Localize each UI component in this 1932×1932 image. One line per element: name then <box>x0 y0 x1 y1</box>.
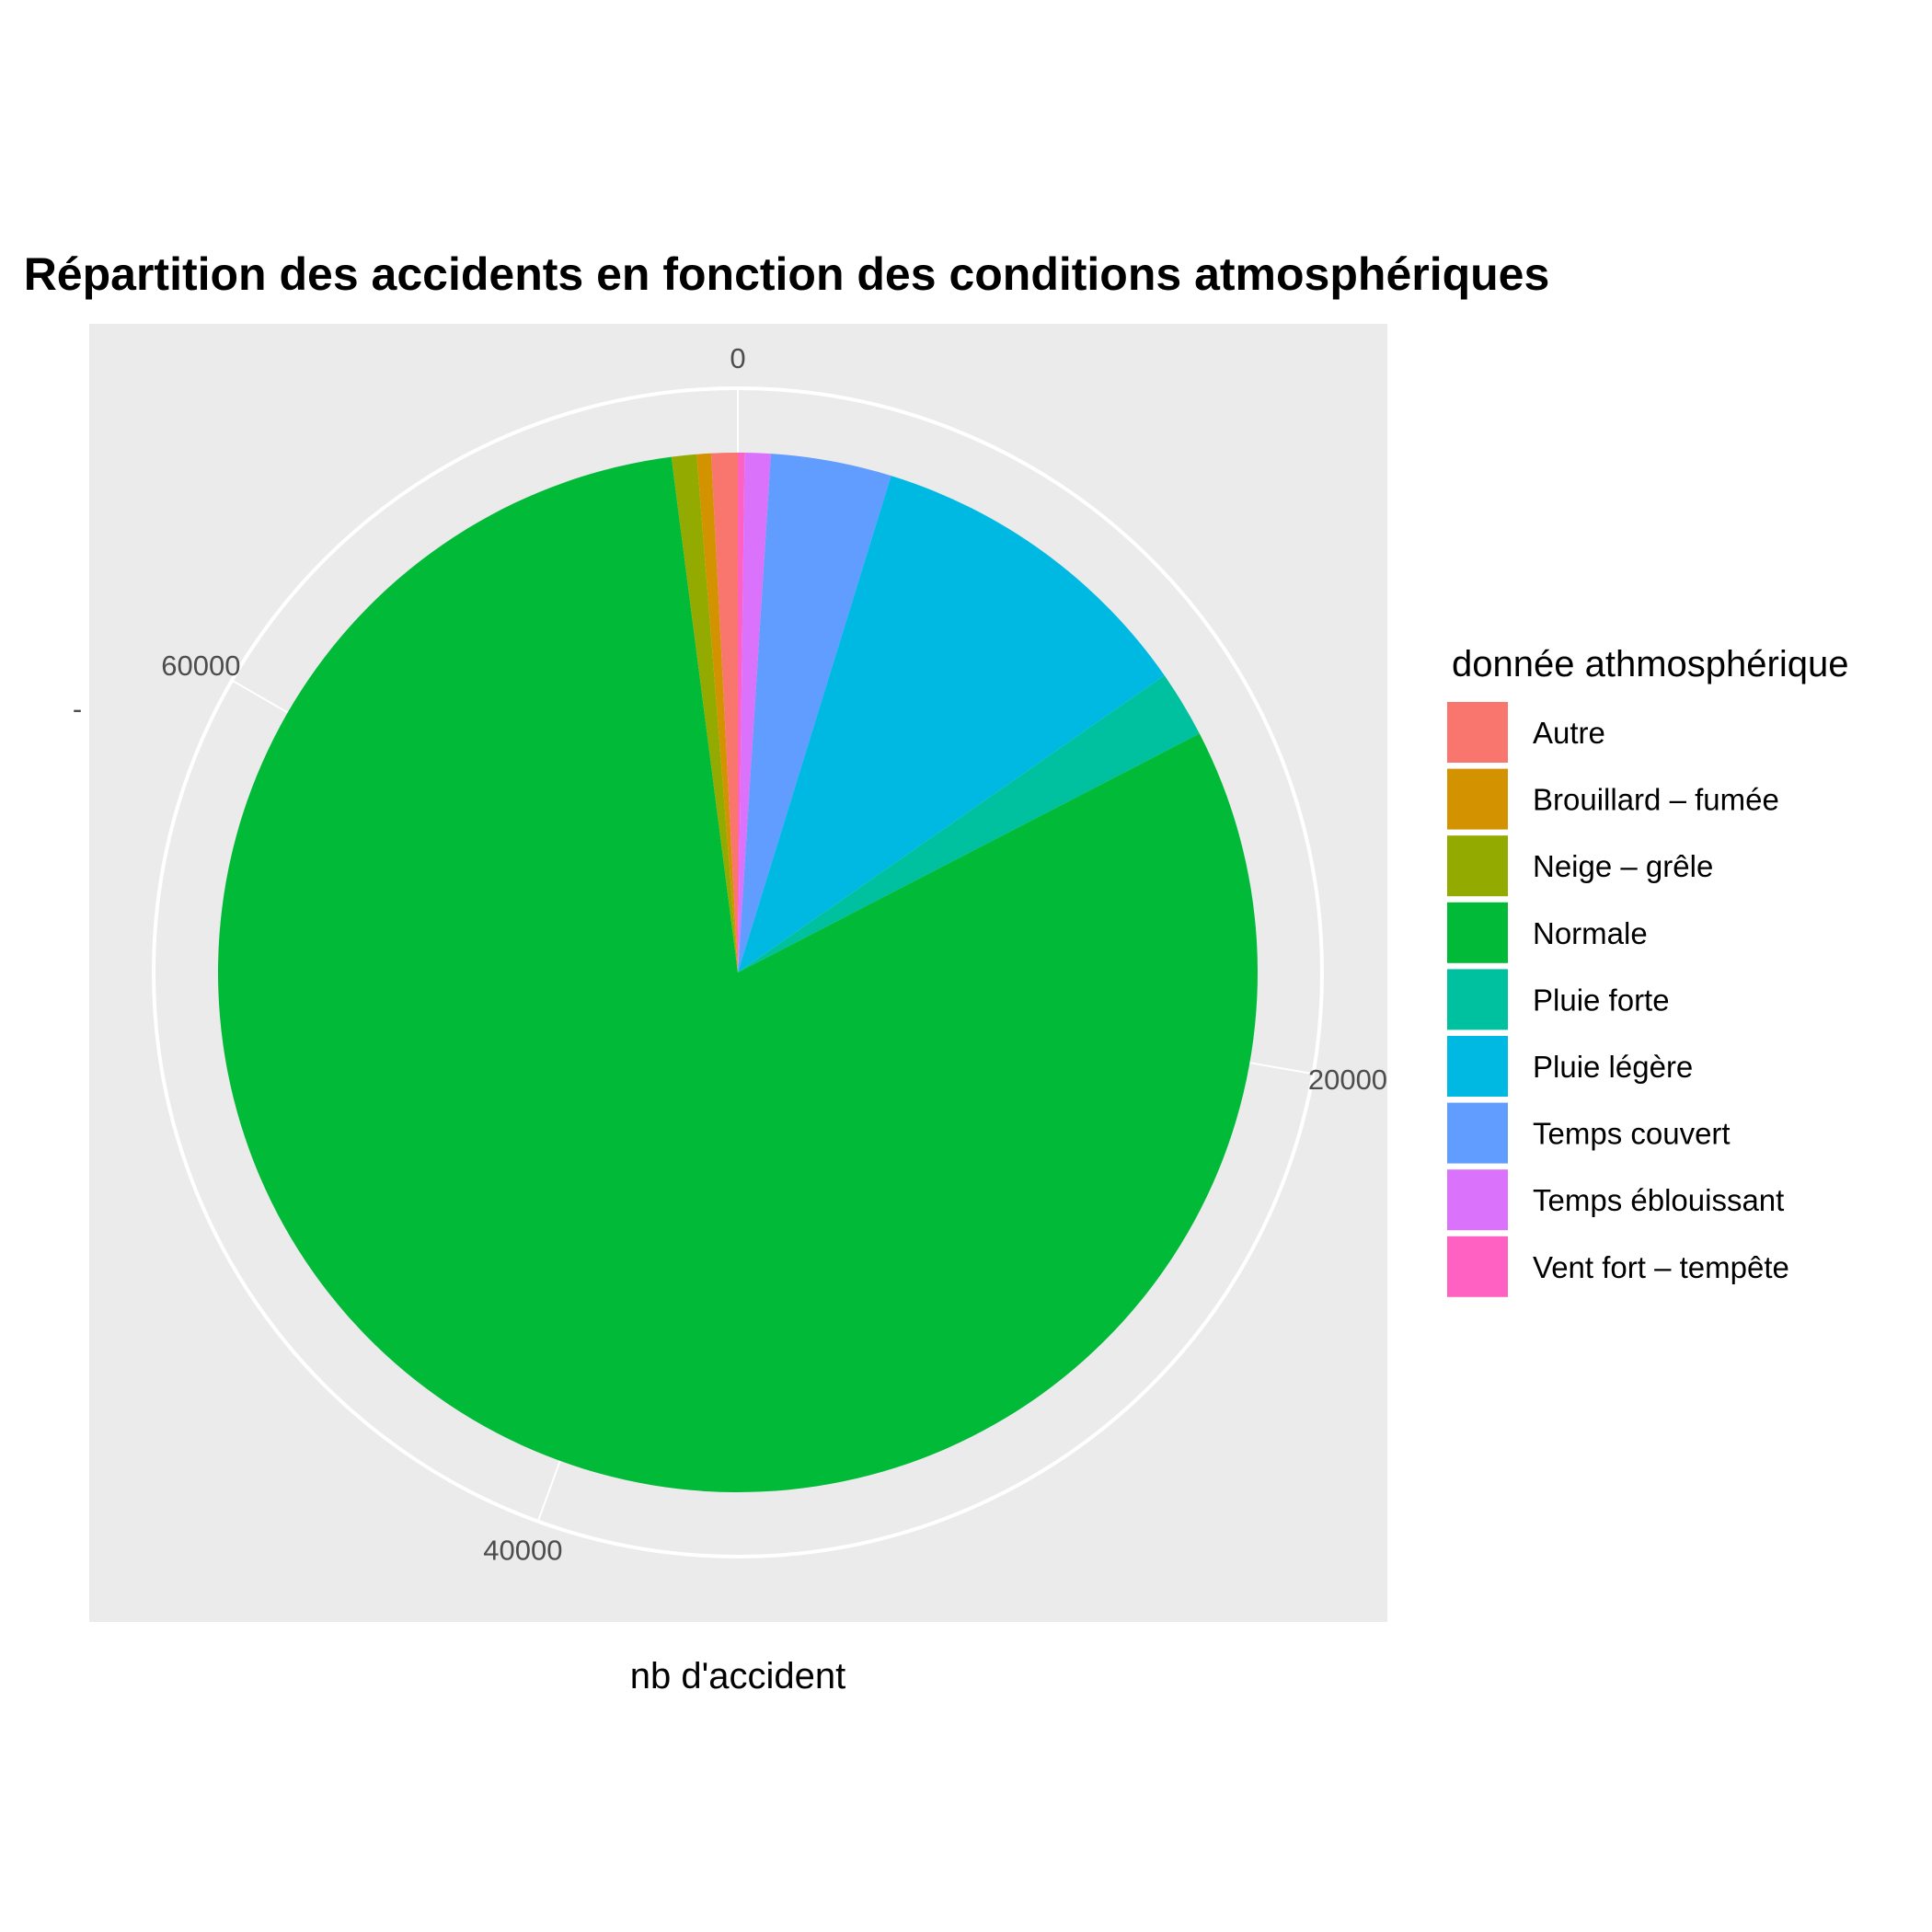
legend-label: Neige – grêle <box>1533 849 1713 883</box>
legend-label: Vent fort – tempête <box>1533 1250 1789 1284</box>
radial-tick-label: 40000 <box>483 1535 562 1567</box>
legend-label: Temps couvert <box>1533 1117 1731 1151</box>
legend-label: Autre <box>1533 716 1605 750</box>
legend-label: Temps éblouissant <box>1533 1183 1784 1217</box>
legend-key <box>1445 1100 1510 1166</box>
legend-key <box>1445 967 1510 1032</box>
legend-key <box>1445 834 1510 899</box>
legend: donnée athmosphérique Autre Brouillard – … <box>1445 644 1848 1299</box>
pie-slice-normale <box>217 456 1259 1493</box>
pie-slice-pluie-legere <box>738 476 1165 972</box>
pie-slice-vent-fort-tempete <box>738 453 745 972</box>
legend-label: Pluie légère <box>1533 1050 1693 1084</box>
legend-title: donnée athmosphérique <box>1452 644 1848 684</box>
pie-slice-autre <box>710 453 738 972</box>
legend-key <box>1445 700 1510 765</box>
legend-key <box>1445 1234 1510 1299</box>
radial-tick-label: 0 <box>730 342 745 374</box>
x-axis-title: nb d'accident <box>630 1656 845 1696</box>
legend-key <box>1445 1034 1510 1098</box>
legend-label: Normale <box>1533 916 1648 950</box>
radial-tick-label: 60000 <box>161 650 240 682</box>
pie-slice-neige-grele <box>671 454 738 972</box>
pie-slice-temps-couvert <box>738 454 891 972</box>
pie-slices <box>217 453 1259 1493</box>
pie-slice-brouillard-fumee <box>696 453 738 972</box>
legend-key <box>1445 766 1510 832</box>
legend-label: Brouillard – fumée <box>1533 783 1779 817</box>
radial-tick-label: 20000 <box>1308 1064 1387 1096</box>
radial-tick-labels: 0 20000 40000 60000 <box>161 342 1387 1567</box>
pie-slice-temps-eblouissant <box>738 453 771 972</box>
legend-key <box>1445 900 1510 965</box>
y-axis-tick-label: - <box>73 693 82 725</box>
pie-slice-pluie-forte <box>738 675 1200 972</box>
chart-title: Répartition des accidents en fonction de… <box>24 248 1550 300</box>
legend-label: Pluie forte <box>1533 983 1670 1017</box>
legend-key <box>1445 1167 1510 1233</box>
